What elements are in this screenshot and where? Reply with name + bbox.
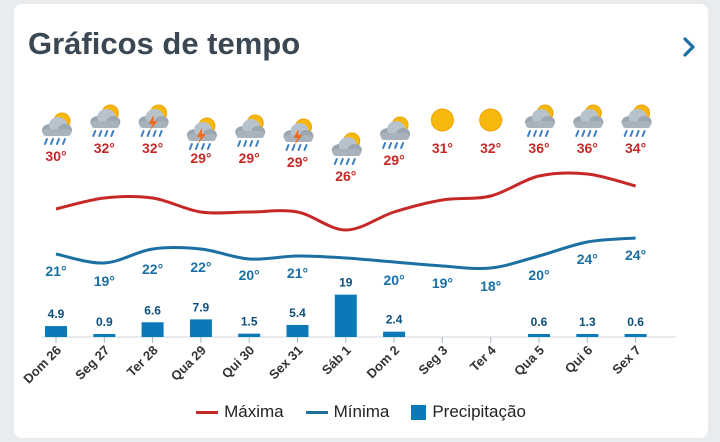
precip-label: 0.6 bbox=[531, 315, 548, 329]
precip-label: 4.9 bbox=[48, 307, 65, 321]
sun-icon bbox=[479, 108, 503, 132]
max-temp-label: 32° bbox=[142, 140, 163, 156]
legend-max-label: Máxima bbox=[224, 402, 284, 421]
precip-bar bbox=[334, 294, 357, 337]
precip-bar bbox=[528, 334, 550, 337]
legend-item-max[interactable]: Máxima bbox=[196, 402, 284, 422]
precip-bar bbox=[93, 334, 116, 337]
x-tick-label: Qui 6 bbox=[562, 343, 596, 377]
precip-bar bbox=[383, 331, 406, 337]
x-tick-label: Qua 29 bbox=[168, 343, 209, 384]
max-temp-label: 29° bbox=[384, 152, 405, 168]
max-temp-label: 29° bbox=[287, 154, 308, 170]
x-tick-label: Sáb 1 bbox=[319, 343, 354, 378]
weather-chart-card: Gráficos de tempo 30° 32° 32° 29° 29° 29° 26° 2… bbox=[14, 4, 708, 438]
precip-bar bbox=[238, 333, 261, 337]
min-temp-label: 24° bbox=[625, 247, 646, 263]
rain-icon bbox=[235, 114, 266, 147]
legend-item-min[interactable]: Mínima bbox=[305, 402, 390, 422]
x-tick-label: Dom 2 bbox=[364, 343, 403, 382]
x-tick-label: Seg 3 bbox=[415, 343, 450, 378]
rain-icon bbox=[331, 132, 362, 165]
min-temp-label: 22° bbox=[142, 261, 163, 277]
precip-label: 1.3 bbox=[579, 315, 596, 329]
precip-label: 19 bbox=[339, 276, 353, 290]
x-tick-label: Qui 30 bbox=[219, 343, 258, 382]
max-temp-label: 36° bbox=[577, 140, 598, 156]
x-tick-label: Seg 27 bbox=[72, 343, 112, 383]
min-temp-label: 21° bbox=[45, 263, 66, 279]
min-temp-line bbox=[55, 236, 636, 271]
max-temp-label: 29° bbox=[190, 150, 211, 166]
max-temp-label: 32° bbox=[94, 140, 115, 156]
thunderstorm-icon bbox=[138, 104, 169, 137]
x-tick-label: Sex 7 bbox=[609, 343, 644, 378]
min-temp-label: 18° bbox=[480, 278, 501, 294]
legend-min-label: Mínima bbox=[333, 402, 390, 421]
precip-label: 2.4 bbox=[386, 313, 403, 327]
rain-icon bbox=[42, 112, 72, 145]
min-temp-label: 21° bbox=[287, 265, 308, 281]
min-temp-label: 20° bbox=[528, 267, 549, 283]
precip-bar bbox=[189, 319, 212, 337]
precip-label: 7.9 bbox=[193, 300, 210, 314]
thunderstorm-icon bbox=[283, 118, 314, 151]
max-temp-label: 29° bbox=[239, 150, 260, 166]
chart-legend: Máxima Mínima Precipitação bbox=[14, 402, 708, 422]
precip-label: 1.5 bbox=[241, 315, 258, 329]
max-temp-label: 32° bbox=[480, 140, 501, 156]
legend-max-swatch bbox=[196, 410, 219, 414]
min-temp-label: 19° bbox=[94, 273, 115, 289]
max-temp-line bbox=[55, 171, 636, 232]
thunderstorm-icon bbox=[186, 117, 217, 150]
chevron-right-icon[interactable] bbox=[674, 32, 704, 62]
rain-icon bbox=[621, 104, 652, 137]
x-tick-label: Sex 31 bbox=[266, 343, 306, 383]
max-temp-label: 26° bbox=[335, 168, 356, 184]
x-tick-label: Qua 5 bbox=[511, 343, 547, 379]
min-temp-label: 19° bbox=[432, 275, 453, 291]
precip-label: 5.4 bbox=[289, 306, 306, 320]
legend-item-precip[interactable]: Precipitação bbox=[411, 402, 526, 422]
precip-bar bbox=[624, 334, 647, 337]
rain-icon bbox=[573, 104, 604, 137]
legend-precip-label: Precipitação bbox=[432, 402, 526, 421]
max-temp-label: 34° bbox=[625, 140, 646, 156]
x-tick-label: Ter 28 bbox=[124, 343, 161, 380]
precip-bar bbox=[576, 334, 599, 337]
rain-icon bbox=[380, 116, 411, 149]
legend-precip-swatch bbox=[411, 404, 427, 420]
precip-label: 0.6 bbox=[627, 315, 644, 329]
min-temp-label: 24° bbox=[577, 251, 598, 267]
min-temp-label: 20° bbox=[239, 267, 260, 283]
rain-icon bbox=[90, 104, 121, 137]
precip-bar bbox=[45, 326, 67, 337]
sun-icon bbox=[430, 108, 454, 132]
max-temp-label: 36° bbox=[528, 140, 549, 156]
min-temp-label: 20° bbox=[384, 272, 405, 288]
page-title: Gráficos de tempo bbox=[28, 26, 301, 61]
precip-label: 6.6 bbox=[144, 303, 161, 317]
precip-label: 0.9 bbox=[96, 315, 113, 329]
x-tick-label: Dom 26 bbox=[20, 343, 64, 387]
precip-bar bbox=[141, 322, 164, 337]
rain-icon bbox=[525, 104, 555, 137]
weather-chart: 30° 32° 32° 29° 29° 29° 26° 29° 31° 32° 36° 36° 34° 2… bbox=[20, 104, 676, 387]
x-tick-label: Ter 4 bbox=[467, 342, 499, 374]
max-temp-label: 31° bbox=[432, 140, 453, 156]
legend-min-swatch bbox=[305, 410, 328, 414]
min-temp-label: 22° bbox=[190, 259, 211, 275]
max-temp-label: 30° bbox=[45, 148, 66, 164]
precip-bar bbox=[286, 324, 309, 337]
